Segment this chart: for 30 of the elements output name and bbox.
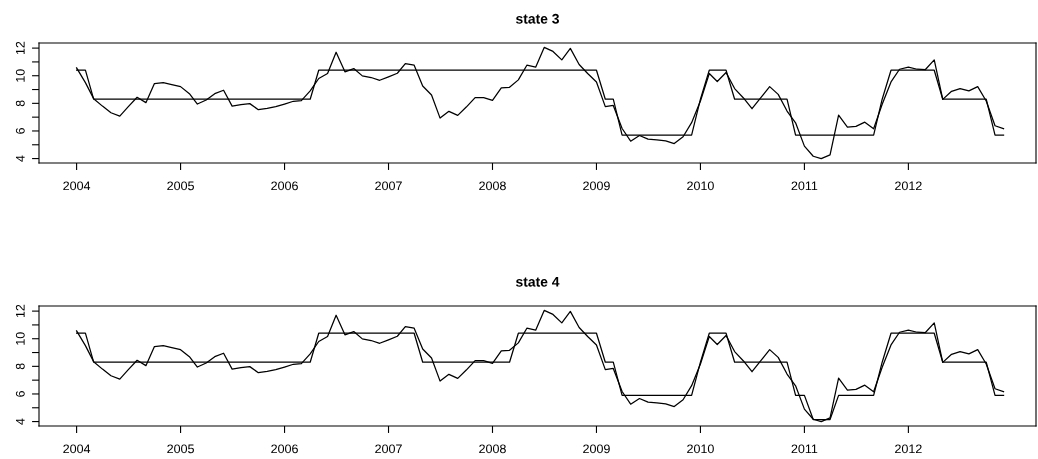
x-tick-label: 2004 — [63, 181, 91, 191]
x-tick-label: 2004 — [63, 444, 91, 454]
y-tick-label: 8 — [15, 363, 25, 370]
y-tick-label: 6 — [15, 128, 25, 134]
x-tick-label: 2012 — [895, 181, 922, 191]
y-tick-label: 4 — [16, 155, 25, 162]
y-tick-label: 6 — [15, 391, 25, 397]
y-tick-label: 10 — [15, 69, 25, 82]
x-tick-label: 2007 — [375, 444, 402, 454]
chart-title: state 4 — [515, 277, 560, 287]
x-tick-label: 2006 — [271, 444, 298, 454]
x-tick-label: 2008 — [479, 181, 506, 191]
y-tick-label: 10 — [15, 332, 25, 345]
x-tick-label: 2007 — [375, 181, 402, 191]
chart-title: state 3 — [515, 13, 559, 24]
y-tick-label: 12 — [15, 304, 25, 318]
y-tick-label: 12 — [15, 41, 25, 55]
x-tick-label: 2005 — [167, 444, 194, 454]
x-tick-label: 2012 — [895, 444, 922, 454]
x-tick-label: 2009 — [583, 181, 610, 191]
y-tick-label: 4 — [16, 418, 25, 425]
x-tick-label: 2010 — [687, 181, 714, 191]
x-tick-label: 2006 — [271, 181, 298, 191]
x-tick-label: 2009 — [583, 444, 610, 454]
x-tick-label: 2008 — [479, 444, 506, 454]
x-tick-label: 2011 — [791, 444, 818, 454]
x-tick-label: 2010 — [687, 444, 714, 454]
x-tick-label: 2005 — [167, 181, 194, 191]
y-tick-label: 8 — [15, 100, 25, 107]
x-tick-label: 2011 — [791, 181, 818, 191]
